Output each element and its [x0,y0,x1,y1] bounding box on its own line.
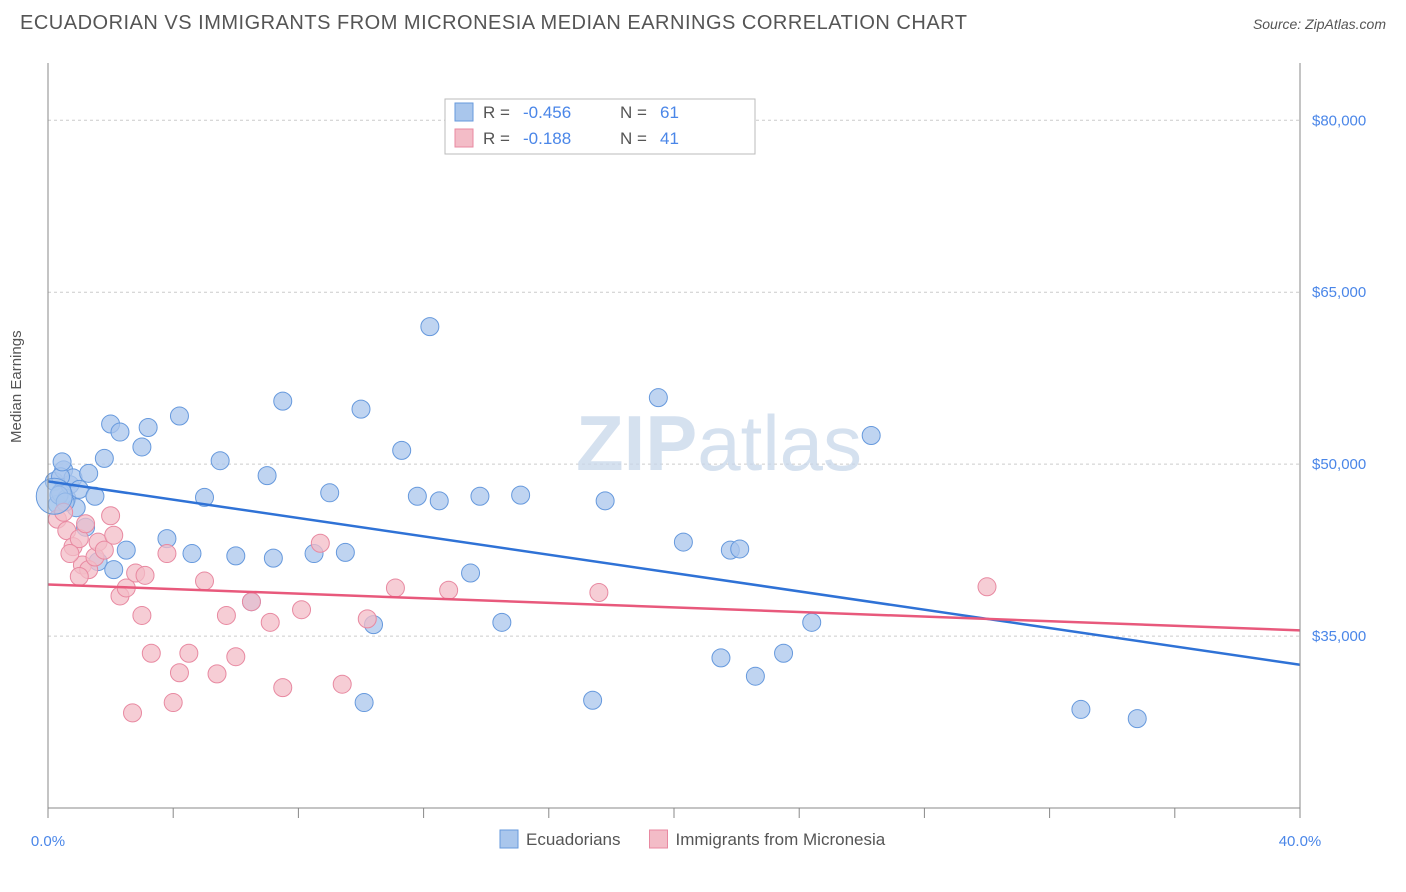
data-point [462,564,480,582]
data-point [649,389,667,407]
legend-swatch [455,129,473,147]
data-point [512,486,530,504]
scatter-chart: $35,000 $50,000 $65,000 $80,000 ZIPatlas 0.0%… [0,43,1406,883]
data-point [258,467,276,485]
data-point [293,601,311,619]
legend-label: Immigrants from Micronesia [676,830,886,849]
y-tick-label: $50,000 [1312,456,1366,473]
data-point [136,566,154,584]
data-point [105,526,123,544]
data-point [70,567,88,585]
y-axis-label: Median Earnings [8,330,25,443]
data-point [408,487,426,505]
data-point [139,418,157,436]
watermark: ZIPatlas [576,399,862,487]
data-point [111,423,129,441]
y-tick-label: $65,000 [1312,284,1366,301]
data-point [196,572,214,590]
legend-r-value: -0.188 [523,129,571,148]
data-point [355,694,373,712]
y-tick-label: $80,000 [1312,112,1366,129]
legend-n-label: N = [620,129,647,148]
data-point [321,484,339,502]
data-point [493,613,511,631]
data-point [274,679,292,697]
trend-line [48,585,1300,631]
chart-container: Median Earnings $35,000 $50,000 $65,000 $80… [0,43,1406,863]
data-point [311,534,329,552]
data-point [440,581,458,599]
data-point [978,578,996,596]
data-point [803,613,821,631]
legend-n-value: 41 [660,129,679,148]
legend-n-label: N = [620,103,647,122]
data-point [133,438,151,456]
data-point [731,540,749,558]
data-point [77,515,95,533]
data-point [1072,700,1090,718]
data-point [274,392,292,410]
legend-swatch [500,830,518,848]
data-point [1128,710,1146,728]
data-point [712,649,730,667]
legend-label: Ecuadorians [526,830,621,849]
data-point [352,400,370,418]
data-point [61,545,79,563]
data-point [590,584,608,602]
x-tick-label: 40.0% [1279,833,1322,850]
data-point [430,492,448,510]
data-point [158,545,176,563]
chart-source: Source: ZipAtlas.com [1253,16,1386,32]
data-point [180,644,198,662]
data-point [336,543,354,561]
data-point [170,664,188,682]
data-point [170,407,188,425]
data-point [333,675,351,693]
data-point [358,610,376,628]
data-point [142,644,160,662]
chart-header: ECUADORIAN VS IMMIGRANTS FROM MICRONESIA… [0,0,1406,43]
data-point [674,533,692,551]
data-point [105,561,123,579]
trend-line [48,481,1300,664]
data-point [775,644,793,662]
data-point [471,487,489,505]
data-point [217,606,235,624]
data-point [211,452,229,470]
legend-swatch [455,103,473,121]
x-tick-label: 0.0% [31,833,65,850]
data-point [242,593,260,611]
data-point [227,648,245,666]
legend-n-value: 61 [660,103,679,122]
data-point [227,547,245,565]
data-point [584,691,602,709]
data-point [386,579,404,597]
data-point [393,441,411,459]
y-tick-label: $35,000 [1312,628,1366,645]
data-point [102,507,120,525]
legend-r-label: R = [483,129,510,148]
data-point [117,541,135,559]
data-point [80,464,98,482]
data-point [53,453,71,471]
data-point [264,549,282,567]
data-point [164,694,182,712]
data-point [95,449,113,467]
data-point [208,665,226,683]
data-point [596,492,614,510]
data-point [746,667,764,685]
chart-title: ECUADORIAN VS IMMIGRANTS FROM MICRONESIA… [20,12,967,35]
legend-r-label: R = [483,103,510,122]
data-point [124,704,142,722]
data-point [421,318,439,336]
legend-swatch [650,830,668,848]
data-point [133,606,151,624]
data-point [261,613,279,631]
data-point [183,545,201,563]
data-point [862,427,880,445]
legend-r-value: -0.456 [523,103,571,122]
